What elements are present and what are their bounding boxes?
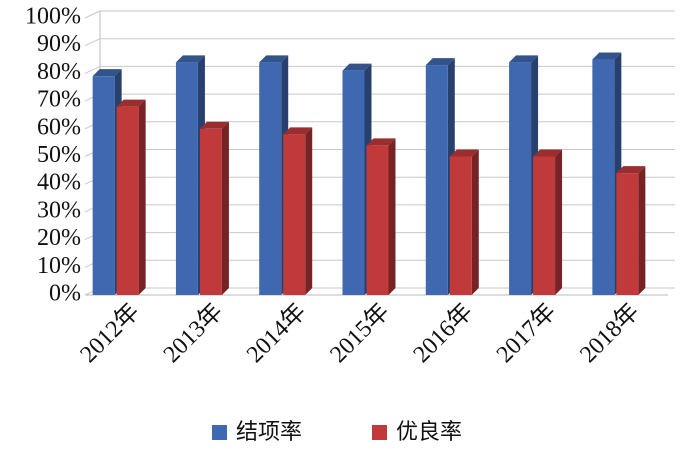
bar-top — [92, 69, 122, 77]
y-tick-label: 100% — [25, 4, 81, 30]
bar-top — [342, 63, 372, 71]
x-tick-label: 2012年 — [75, 298, 145, 368]
bar-front — [259, 62, 282, 295]
legend-swatch — [372, 425, 387, 440]
y-tick-label: 80% — [37, 59, 81, 85]
bar-top — [616, 166, 646, 174]
bar — [533, 149, 563, 295]
grid-line — [84, 38, 101, 47]
legend-label: 优良率 — [396, 420, 462, 445]
bar — [616, 166, 646, 295]
bar — [283, 127, 313, 295]
bar-top — [199, 121, 229, 129]
bar-front — [116, 106, 139, 295]
bar-top — [366, 138, 396, 146]
x-tick-label: 2014年 — [241, 298, 311, 368]
legend-label: 结项率 — [236, 420, 302, 445]
bar — [449, 149, 479, 295]
bar-front — [616, 173, 639, 295]
bar-front — [283, 134, 306, 295]
y-tick-label: 10% — [37, 253, 81, 279]
bar-side — [388, 138, 396, 295]
bar-top — [116, 99, 146, 107]
bar-side — [638, 166, 646, 295]
bar — [366, 138, 396, 295]
x-tick-label: 2015年 — [325, 298, 395, 368]
y-tick-label: 30% — [37, 197, 81, 223]
bar-side — [138, 99, 146, 295]
bar-front — [449, 156, 472, 295]
x-tick-label: 2013年 — [158, 298, 228, 368]
bar-front — [175, 62, 198, 295]
bar — [116, 99, 146, 295]
bar-front — [366, 145, 389, 295]
bar-side — [555, 149, 563, 295]
y-tick-label: 60% — [37, 114, 81, 140]
bar-front — [199, 128, 222, 295]
bar-top — [283, 127, 313, 135]
bar-top — [509, 55, 539, 63]
y-tick-label: 70% — [37, 87, 81, 113]
bar-top — [533, 149, 563, 157]
bar-front — [425, 65, 448, 295]
y-tick-label: 0% — [49, 281, 81, 307]
bar-top — [425, 58, 455, 66]
bar-front — [509, 62, 532, 295]
y-tick-label: 20% — [37, 225, 81, 251]
legend-swatch — [212, 425, 227, 440]
bar-front — [533, 156, 556, 295]
bar-top — [592, 52, 622, 60]
bar-front — [342, 70, 365, 295]
bar-front — [592, 59, 615, 295]
bar-side — [305, 127, 313, 295]
bar-top — [259, 55, 289, 63]
bar-side — [471, 149, 479, 295]
bar-side — [221, 121, 229, 295]
bar-top — [175, 55, 205, 63]
bar-front — [92, 76, 115, 295]
x-tick-label: 2017年 — [491, 298, 561, 368]
x-tick-label: 2018年 — [574, 298, 644, 368]
bar-top — [449, 149, 479, 157]
y-tick-label: 50% — [37, 142, 81, 168]
y-tick-label: 90% — [37, 31, 81, 57]
bar — [425, 58, 455, 296]
grid-line — [84, 10, 101, 19]
y-tick-label: 40% — [37, 170, 81, 196]
bar — [199, 121, 229, 295]
grid-line — [84, 65, 101, 74]
x-tick-label: 2016年 — [408, 298, 478, 368]
